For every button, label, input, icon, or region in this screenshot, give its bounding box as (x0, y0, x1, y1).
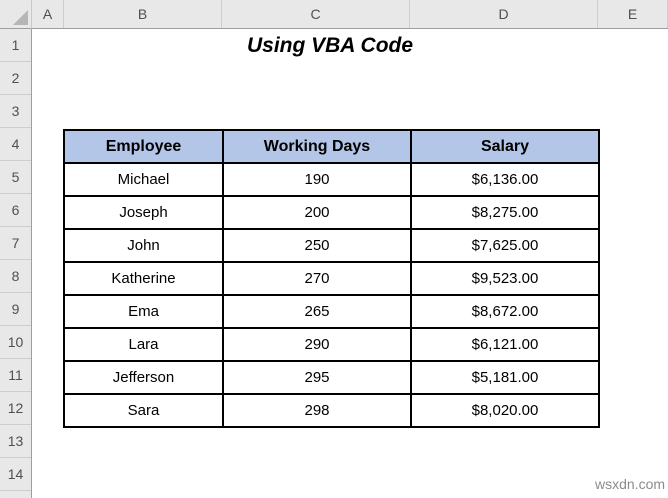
watermark-text: wsxdn.com (595, 476, 666, 492)
header-cell-employee[interactable]: Employee (63, 129, 224, 164)
select-all-corner[interactable] (0, 0, 32, 29)
table-row: Jefferson 295 $5,181.00 (63, 360, 600, 395)
row-header-12[interactable]: 12 (0, 392, 31, 425)
row-header-1[interactable]: 1 (0, 29, 31, 62)
cell-employee[interactable]: Lara (63, 327, 224, 362)
column-header-a[interactable]: A (32, 0, 64, 28)
cell-salary[interactable]: $6,121.00 (410, 327, 600, 362)
table-header-row: Employee Working Days Salary (63, 129, 600, 164)
row-header-13[interactable]: 13 (0, 425, 31, 458)
cell-salary[interactable]: $9,523.00 (410, 261, 600, 296)
row-header-3[interactable]: 3 (0, 95, 31, 128)
row-header-4[interactable]: 4 (0, 128, 31, 161)
cell-days[interactable]: 270 (222, 261, 412, 296)
table-row: Michael 190 $6,136.00 (63, 162, 600, 197)
cell-employee[interactable]: Sara (63, 393, 224, 428)
cell-employee[interactable]: John (63, 228, 224, 263)
cell-salary[interactable]: $6,136.00 (410, 162, 600, 197)
cell-salary[interactable]: $7,625.00 (410, 228, 600, 263)
cell-days[interactable]: 200 (222, 195, 412, 230)
column-header-e[interactable]: E (598, 0, 668, 28)
row-header-6[interactable]: 6 (0, 194, 31, 227)
cell-days[interactable]: 290 (222, 327, 412, 362)
employee-table: Employee Working Days Salary Michael 190… (63, 129, 600, 428)
cell-salary[interactable]: $8,275.00 (410, 195, 600, 230)
row-header-11[interactable]: 11 (0, 359, 31, 392)
cell-days[interactable]: 265 (222, 294, 412, 329)
table-row: John 250 $7,625.00 (63, 228, 600, 263)
cell-salary[interactable]: $8,672.00 (410, 294, 600, 329)
cell-salary[interactable]: $5,181.00 (410, 360, 600, 395)
row-header-strip: 1 2 3 4 5 6 7 8 9 10 11 12 13 14 (0, 29, 32, 498)
cell-salary[interactable]: $8,020.00 (410, 393, 600, 428)
row-header-8[interactable]: 8 (0, 260, 31, 293)
header-cell-working-days[interactable]: Working Days (222, 129, 412, 164)
row-header-7[interactable]: 7 (0, 227, 31, 260)
cell-days[interactable]: 298 (222, 393, 412, 428)
select-all-triangle-icon (13, 10, 28, 25)
cell-employee[interactable]: Katherine (63, 261, 224, 296)
column-header-strip: A B C D E (32, 0, 668, 29)
table-row: Ema 265 $8,672.00 (63, 294, 600, 329)
row-header-10[interactable]: 10 (0, 326, 31, 359)
row-header-14[interactable]: 14 (0, 458, 31, 491)
cell-days[interactable]: 295 (222, 360, 412, 395)
cell-days[interactable]: 250 (222, 228, 412, 263)
table-row: Joseph 200 $8,275.00 (63, 195, 600, 230)
cell-employee[interactable]: Joseph (63, 195, 224, 230)
row-header-5[interactable]: 5 (0, 161, 31, 194)
cell-employee[interactable]: Jefferson (63, 360, 224, 395)
cell-days[interactable]: 190 (222, 162, 412, 197)
table-row: Lara 290 $6,121.00 (63, 327, 600, 362)
row-header-9[interactable]: 9 (0, 293, 31, 326)
header-cell-salary[interactable]: Salary (410, 129, 600, 164)
column-header-d[interactable]: D (410, 0, 598, 28)
row-header-2[interactable]: 2 (0, 62, 31, 95)
table-row: Katherine 270 $9,523.00 (63, 261, 600, 296)
table-row: Sara 298 $8,020.00 (63, 393, 600, 428)
cell-employee[interactable]: Ema (63, 294, 224, 329)
sheet-title[interactable]: Using VBA Code (246, 34, 414, 57)
column-header-b[interactable]: B (64, 0, 222, 28)
cell-employee[interactable]: Michael (63, 162, 224, 197)
column-header-c[interactable]: C (222, 0, 410, 28)
